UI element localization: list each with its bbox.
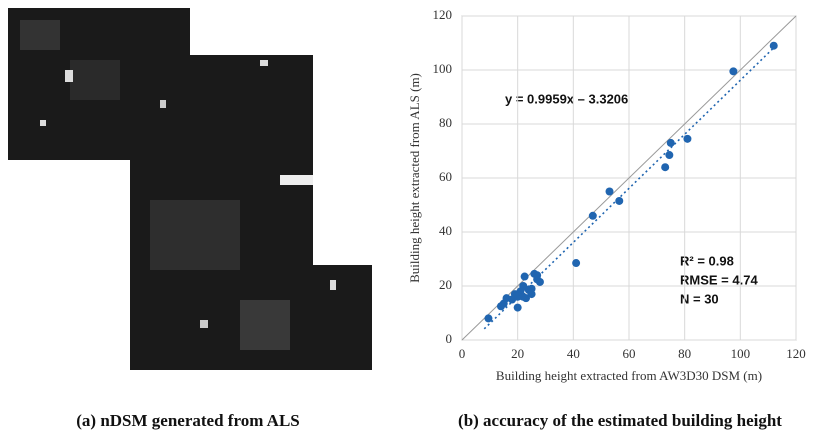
x-tick-label: 20 (511, 346, 524, 361)
x-tick-label: 120 (786, 346, 806, 361)
point (522, 294, 531, 303)
point (769, 41, 778, 50)
point (666, 138, 675, 147)
y-tick-label: 80 (439, 115, 452, 130)
caption: (a) nDSM generated from ALS (76, 411, 300, 430)
point (535, 277, 544, 286)
equation: y = 0.9959x – 3.3206 (505, 91, 628, 106)
annotation: RMSE = 4.74 (680, 272, 758, 287)
x-tick-label: 60 (623, 346, 636, 361)
point (520, 272, 529, 281)
point (533, 271, 542, 280)
point (484, 314, 493, 323)
one-to-one-line (461, 15, 797, 341)
y-tick-label: 40 (439, 223, 452, 238)
y-axis-title: Building height extracted from ALS (m) (407, 73, 422, 283)
point (572, 259, 581, 268)
point (513, 303, 522, 312)
y-tick-label: 100 (433, 61, 453, 76)
point (661, 163, 670, 172)
x-tick-label: 100 (731, 346, 751, 361)
point (510, 290, 519, 299)
point (527, 290, 536, 299)
x-tick-label: 80 (678, 346, 691, 361)
y-tick-label: 60 (439, 169, 452, 184)
caption: (b) accuracy of the estimated building h… (458, 411, 782, 430)
point (615, 196, 624, 205)
y-tick-label: 120 (433, 7, 453, 22)
annotation: R² = 0.98 (680, 253, 734, 268)
point (519, 282, 528, 290)
point (605, 187, 614, 196)
point (729, 67, 738, 76)
x-tick-label: 0 (459, 346, 466, 361)
x-axis-title: Building height extracted from AW3D30 DS… (496, 368, 762, 383)
ndsm-image (8, 8, 372, 370)
y-tick-label: 20 (439, 277, 452, 292)
point (588, 211, 597, 220)
y-tick-label: 0 (446, 331, 453, 346)
x-tick-label: 40 (567, 346, 580, 361)
point (665, 151, 674, 160)
trend-line (483, 43, 779, 330)
point (683, 134, 692, 143)
annotation: N = 30 (680, 291, 719, 306)
